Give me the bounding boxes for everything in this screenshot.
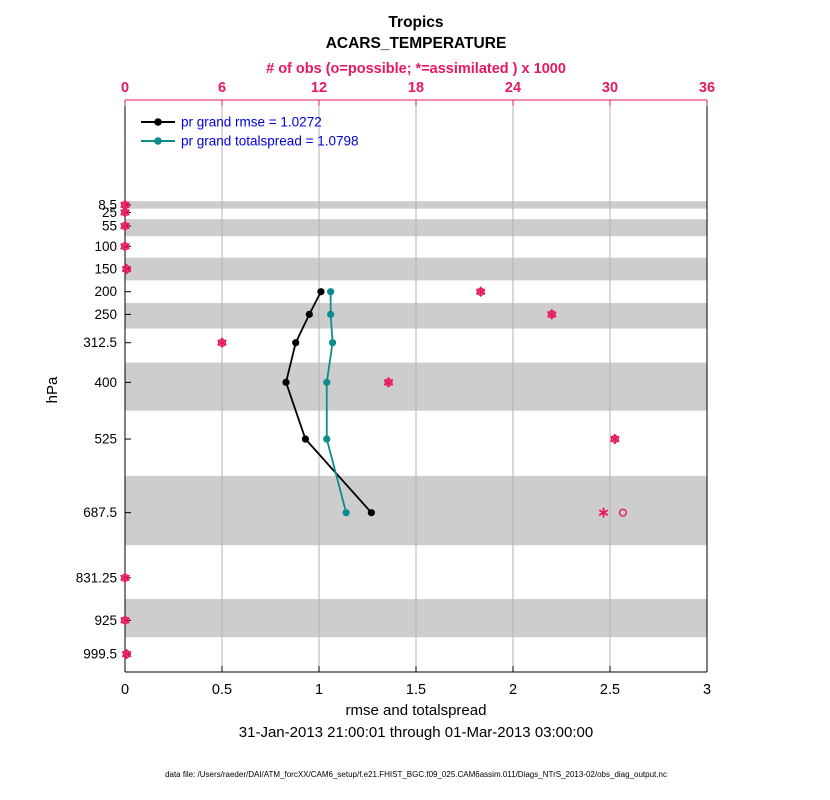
x-tick-label: 1.5 (406, 682, 426, 698)
y-tick-label: 925 (94, 613, 117, 628)
x-tick-label: 1 (315, 682, 323, 698)
top-axis-label: # of obs (o=possible; *=assimilated ) x … (266, 61, 566, 77)
top-tick-label: 0 (121, 80, 129, 96)
series-point (292, 339, 300, 347)
obs-assimilated-marker (120, 207, 130, 218)
top-tick-label: 36 (699, 80, 715, 96)
obs-assimilated-marker (383, 377, 394, 388)
x-tick-label: 2.5 (600, 682, 620, 698)
obs-assimilated-marker (120, 615, 130, 626)
legend-totalspread-marker (154, 137, 162, 145)
y-tick-label: 100 (94, 239, 117, 254)
obs-assimilated-marker (217, 337, 227, 348)
y-tick-label: 831.25 (76, 570, 117, 585)
x-tick-label: 3 (703, 682, 711, 698)
plot-area: 0 0.5 1 1.5 2 2.5 30 6 12 18 24 30 368.5255510015020… (76, 80, 715, 698)
data-file-note: data file: /Users/raeder/DAI/ATM_forcXX/… (165, 770, 667, 779)
y-tick-label: 25 (102, 205, 117, 220)
obs-assimilated-marker (121, 263, 132, 275)
series-point (342, 509, 350, 517)
x-tick-label: 0 (121, 682, 129, 698)
legend-totalspread-label: pr grand totalspread = 1.0798 (181, 134, 359, 149)
series-point (282, 378, 290, 386)
legend-rmse-label: pr grand rmse = 1.0272 (181, 115, 322, 130)
top-tick-label: 24 (505, 80, 521, 96)
obs-assimilated-marker (610, 433, 620, 445)
chart-subtitle: ACARS_TEMPERATURE (326, 35, 507, 52)
series-point (323, 435, 331, 443)
series-line-0 (285, 291, 373, 514)
obs-assimilated-marker (121, 648, 132, 660)
y-tick-label: 312.5 (83, 335, 117, 350)
obs-assimilated-marker (598, 507, 609, 518)
y-axis-label: hPa (44, 376, 61, 403)
series-line-1 (325, 291, 348, 513)
obs-assimilated-marker (120, 572, 130, 584)
top-tick-label: 18 (408, 80, 424, 96)
top-tick-label: 6 (218, 80, 226, 96)
y-tick-label: 150 (94, 262, 117, 277)
y-tick-label: 999.5 (83, 647, 117, 662)
y-tick-label: 200 (94, 284, 117, 299)
obs-assimilated-marker (120, 241, 130, 252)
top-tick-label: 30 (602, 80, 618, 96)
x-tick-label: 2 (509, 682, 517, 698)
top-tick-label: 12 (311, 80, 327, 96)
obs-assimilated-marker (120, 220, 130, 232)
obs-assimilated-marker (476, 286, 486, 297)
y-tick-label: 250 (94, 307, 117, 322)
series-point (305, 310, 313, 318)
legend: pr grand rmse = 1.0272 pr grand totalspr… (141, 115, 359, 149)
y-tick-label: 687.5 (83, 505, 117, 520)
y-tick-label: 525 (94, 432, 117, 447)
chart-title: Tropics (388, 14, 443, 31)
series-point (323, 378, 331, 386)
obs-possible-marker (618, 508, 628, 517)
y-tick-label: 400 (94, 375, 117, 390)
legend-rmse-marker (154, 118, 162, 126)
x-axis-label: rmse and totalspread (346, 702, 487, 719)
series-point (327, 288, 335, 296)
series-point (317, 288, 325, 296)
y-tick-label: 8.5 (98, 197, 117, 212)
obs-assimilated-marker (547, 309, 557, 320)
date-range: 31-Jan-2013 21:00:01 through 01-Mar-2013… (239, 724, 593, 741)
x-tick-label: 0.5 (212, 682, 232, 698)
series-point (327, 310, 335, 318)
series-point (301, 435, 310, 443)
series-point (367, 509, 375, 517)
y-tick-label: 55 (102, 219, 117, 234)
series-point (328, 339, 337, 347)
